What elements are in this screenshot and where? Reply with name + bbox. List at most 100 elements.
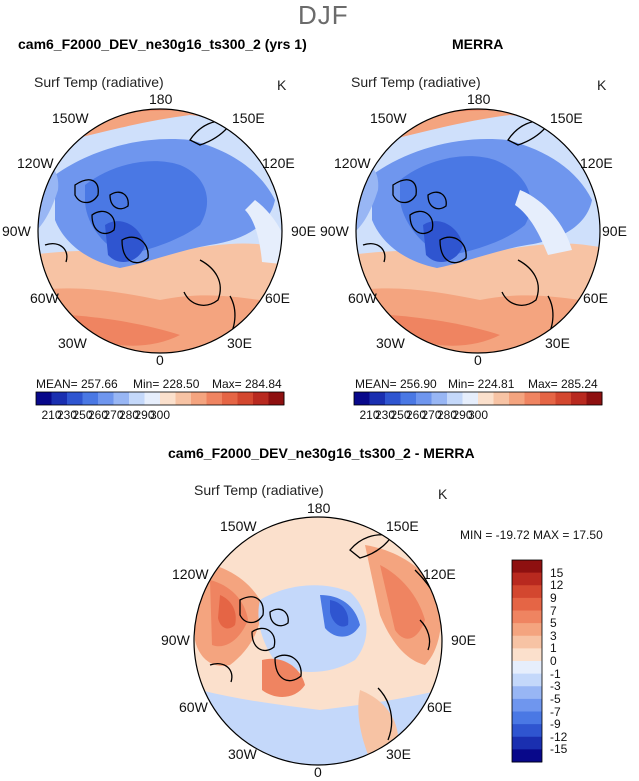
map-b-lon-90e: 90E	[602, 223, 627, 239]
diff-colorbar-tick-label: -9	[550, 717, 561, 732]
diff-colorbar-swatch	[512, 623, 542, 637]
obs-colorbar-swatch	[416, 392, 432, 405]
map-b-boundary	[355, 108, 601, 354]
map-b-lon-150e: 150E	[550, 110, 583, 126]
obs-colorbar-tick-label: 230	[374, 408, 396, 422]
map-a-lon-30e: 30E	[227, 335, 252, 351]
map-c-lon-90e: 90E	[451, 632, 476, 648]
diff-colorbar-tick-label: -12	[550, 729, 568, 744]
obs-colorbar-swatch	[369, 392, 386, 405]
obs-colorbar-frame	[353, 391, 603, 406]
map-c-warm-west-3	[218, 595, 236, 629]
diff-minmax-stat: MIN = -19.72 MAX = 17.50	[460, 528, 603, 542]
model-colorbar-tick-label: 270	[103, 408, 124, 422]
diff-colorbar-tick-label: -5	[550, 691, 561, 706]
obs-colorbar-swatch	[400, 392, 417, 405]
model-colorbar-swatch	[129, 392, 145, 405]
diff-colorbar-swatch	[512, 610, 542, 624]
model-colorbar-tick-label: 300	[149, 408, 171, 422]
diff-colorbar	[511, 559, 543, 763]
model-polar-map	[37, 108, 283, 354]
obs-colorbar-swatch	[555, 392, 572, 405]
diff-colorbar-swatch	[512, 597, 542, 611]
diff-colorbar-frame	[511, 559, 543, 763]
diff-colorbar-tick-label: 0	[550, 654, 557, 668]
diff-colorbar-tick-label: 5	[550, 616, 557, 631]
map-b-lon-150w: 150W	[370, 110, 407, 126]
season-title: DJF	[298, 0, 349, 30]
map-b-greenland-cold	[423, 221, 463, 263]
map-c-lon-30w: 30W	[228, 746, 257, 762]
model-panel-title: cam6_F2000_DEV_ne30g16_ts300_2 (yrs 1)	[18, 36, 307, 52]
obs-colorbar-swatch	[571, 392, 587, 405]
diff-colorbar-swatch	[512, 749, 542, 763]
diff-colorbar-swatch	[512, 711, 542, 725]
model-colorbar-swatch	[222, 392, 238, 405]
model-colorbar-swatch	[268, 392, 285, 405]
obs-colorbar-swatch	[524, 392, 541, 405]
diff-colorbar-tick-label: 7	[550, 603, 557, 618]
obs-colorbar-tick-label: 260	[405, 408, 427, 422]
model-mean-stat: MEAN= 257.66	[36, 377, 118, 391]
map-a-lon-150w: 150W	[52, 110, 89, 126]
map-a-lon-150e: 150E	[232, 110, 265, 126]
map-a-lon-180: 180	[149, 91, 173, 107]
diff-colorbar-tick-label: 12	[550, 578, 564, 593]
model-min-stat: Min= 228.50	[133, 377, 200, 391]
map-b-lon-60w: 60W	[348, 290, 377, 306]
model-colorbar-swatch	[191, 392, 207, 405]
map-a-pale-band	[245, 200, 282, 265]
obs-polar-map	[355, 108, 601, 354]
diff-colorbar-swatch	[512, 736, 542, 750]
map-a-boundary	[37, 108, 283, 354]
obs-min-stat: Min= 224.81	[448, 377, 515, 391]
diff-colorbar-tick-label: 1	[550, 641, 557, 656]
map-a-lon-90w: 90W	[2, 223, 31, 239]
obs-panel-title: MERRA	[452, 36, 504, 52]
model-colorbar-tick-label: 280	[118, 408, 140, 422]
model-colorbar-tick-label: 250	[72, 408, 93, 422]
map-c-lon-180: 180	[307, 500, 331, 516]
map-a-lon-90e: 90E	[291, 223, 316, 239]
diff-colorbar-swatch	[512, 698, 542, 712]
diff-unit-label: K	[438, 486, 448, 502]
map-c-lon-60e: 60E	[427, 699, 452, 715]
map-b-lon-60e: 60E	[583, 290, 608, 306]
map-c-lon-30e: 30E	[386, 746, 411, 762]
model-colorbar-frame	[35, 391, 285, 406]
model-colorbar-tick-label: 210	[41, 408, 62, 422]
map-c-lon-150e: 150E	[386, 518, 419, 534]
obs-colorbar-tick-label: 290	[452, 408, 473, 422]
obs-colorbar-tick-label: 270	[421, 408, 442, 422]
diff-colorbar-swatch	[512, 635, 542, 649]
diff-colorbar-tick-label: -7	[550, 704, 561, 719]
diff-colorbar-swatch	[512, 572, 542, 586]
map-c-lon-120e: 120E	[423, 566, 456, 582]
model-colorbar-swatch	[67, 392, 83, 405]
map-a-lon-0: 0	[156, 352, 164, 368]
diff-colorbar-swatch	[512, 585, 542, 599]
map-a-greenland-cold	[105, 221, 145, 263]
diff-colorbar-swatch	[512, 724, 542, 738]
map-b-pale-band	[515, 190, 572, 255]
obs-colorbar-swatch	[431, 392, 448, 405]
obs-colorbar-tick-label: 250	[390, 408, 411, 422]
model-colorbar-swatch	[144, 392, 161, 405]
map-c-cold-core-2	[330, 600, 349, 627]
diff-colorbar-tick-label: 3	[550, 628, 557, 643]
diff-colorbar-swatch	[512, 661, 542, 675]
obs-colorbar-tick-label: 300	[467, 408, 489, 422]
map-c-warm-greenland	[262, 658, 305, 697]
map-b-lon-180: 180	[467, 91, 491, 107]
model-colorbar-tick-label: 260	[87, 408, 109, 422]
map-a-lon-60e: 60E	[265, 290, 290, 306]
model-max-stat: Max= 284.84	[212, 377, 282, 391]
map-a-lon-30w: 30W	[58, 335, 87, 351]
model-colorbar-tick-label: 290	[134, 408, 155, 422]
diff-colorbar-swatch	[512, 648, 542, 662]
model-colorbar-swatch	[175, 392, 192, 405]
obs-max-stat: Max= 285.24	[528, 377, 598, 391]
model-colorbar-swatch	[160, 392, 176, 405]
map-c-lon-150w: 150W	[220, 518, 257, 534]
